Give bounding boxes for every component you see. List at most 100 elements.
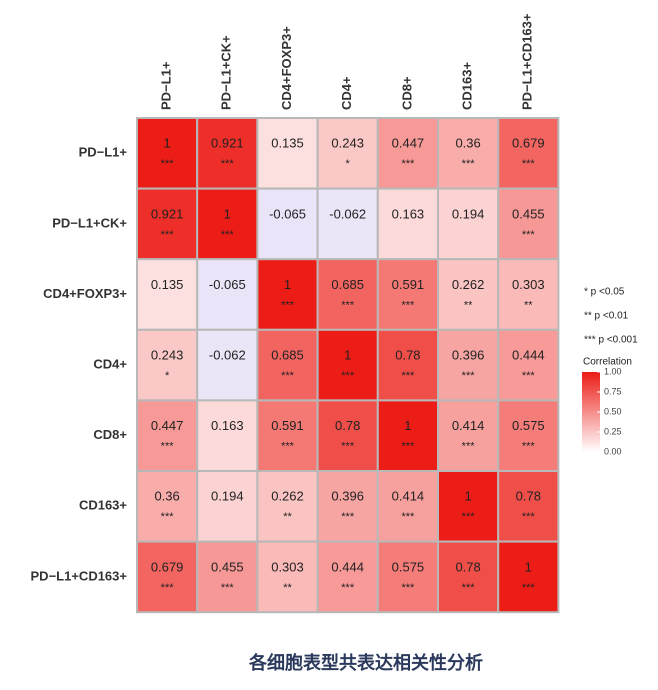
heatmap-cell [196, 187, 259, 261]
heatmap-cell [136, 540, 199, 614]
cell-value: -0.062 [329, 206, 366, 221]
cell-significance: ** [524, 299, 533, 311]
cell-significance: * [165, 370, 170, 382]
heatmap-cell [316, 470, 379, 543]
cell-value: 0.243 [331, 136, 364, 151]
heatmap-cell [136, 117, 199, 190]
cell-significance: *** [161, 158, 175, 170]
cell-significance: *** [401, 158, 415, 170]
cell-value: 0.163 [211, 418, 244, 433]
heatmap-cell [196, 117, 259, 190]
heatmap-cell [256, 470, 319, 543]
heatmap-cell [196, 470, 259, 543]
cell-significance: *** [281, 299, 295, 311]
cell-value: 0.414 [452, 418, 485, 433]
heatmap-cell [437, 258, 500, 331]
column-label: CD163+ [460, 62, 475, 110]
heatmap-cell [497, 117, 560, 190]
cell-value: 1 [525, 559, 532, 574]
row-label: PD−L1+ [79, 145, 128, 160]
cell-value: 0.575 [392, 559, 425, 574]
cell-value: 0.444 [331, 559, 364, 574]
cell-value: 0.194 [452, 206, 485, 221]
column-label: PD−L1+CD163+ [520, 13, 535, 110]
column-label: PD−L1+CK+ [219, 35, 234, 110]
heatmap-cell [256, 117, 319, 190]
row-label: CD163+ [79, 498, 127, 513]
heatmap-cell [136, 328, 199, 402]
heatmap-cell [136, 470, 199, 543]
heatmap-cell [497, 399, 560, 472]
heatmap-cell [376, 187, 439, 261]
cell-significance: *** [401, 511, 415, 523]
row-label: CD4+ [93, 357, 127, 372]
significance-legend: ** p <0.01 [584, 311, 629, 322]
cell-significance: *** [462, 441, 476, 453]
cell-significance: *** [522, 229, 536, 241]
cell-value: 0.303 [512, 277, 545, 292]
column-label: CD8+ [399, 76, 414, 110]
column-label: PD−L1+ [159, 61, 174, 110]
heatmap-cell [376, 117, 439, 190]
heatmap-cell [316, 540, 379, 614]
cell-value: 0.78 [335, 418, 360, 433]
heatmap-cell [196, 328, 259, 402]
cell-value: -0.065 [269, 206, 306, 221]
cell-significance: *** [401, 441, 415, 453]
cell-significance: *** [341, 582, 355, 594]
heatmap-cell [136, 258, 199, 331]
cell-value: 0.163 [392, 206, 425, 221]
heatmap-cell [497, 328, 560, 402]
heatmap-cell [497, 258, 560, 331]
cell-significance: *** [221, 229, 235, 241]
cell-significance: *** [341, 299, 355, 311]
heatmap-cell [316, 399, 379, 472]
significance-legend: * p <0.05 [584, 287, 625, 298]
cell-value: 0.447 [392, 136, 425, 151]
heatmap-cell [316, 117, 379, 190]
heatmap-cell [376, 258, 439, 331]
cell-significance: *** [522, 158, 536, 170]
cell-significance: *** [161, 229, 175, 241]
heatmap-cell [376, 470, 439, 543]
cell-significance: *** [281, 441, 295, 453]
cell-significance: *** [341, 370, 355, 382]
cell-significance: *** [161, 511, 175, 523]
cell-significance: *** [341, 511, 355, 523]
heatmap-cell [316, 187, 379, 261]
cell-value: 0.685 [331, 277, 364, 292]
cell-significance: ** [283, 582, 292, 594]
significance-legend: *** p <0.001 [584, 335, 638, 346]
row-label: PD−L1+CD163+ [31, 568, 128, 583]
cell-value: 0.591 [271, 418, 304, 433]
heatmap-cell [196, 258, 259, 331]
column-label: CD4+ [339, 76, 354, 110]
cell-value: 0.36 [154, 489, 179, 504]
colorbar-tick-label: 0.25 [604, 426, 622, 436]
cell-significance: *** [522, 511, 536, 523]
heatmap-cell [437, 187, 500, 261]
heatmap-cell [256, 540, 319, 614]
cell-significance: ** [464, 299, 473, 311]
cell-value: 0.135 [151, 277, 184, 292]
cell-value: 0.396 [452, 348, 485, 363]
cell-value: -0.062 [209, 348, 246, 363]
cell-significance: *** [522, 370, 536, 382]
colorbar-tick-label: 0.50 [604, 406, 622, 416]
cell-value: 0.396 [331, 489, 364, 504]
cell-value: 0.414 [392, 489, 425, 504]
row-label: PD−L1+CK+ [52, 215, 127, 230]
cell-value: 1 [163, 136, 170, 151]
heatmap-cell [437, 470, 500, 543]
cell-significance: *** [161, 582, 175, 594]
heatmap-cell [256, 399, 319, 472]
cell-value: 0.447 [151, 418, 184, 433]
heatmap-cell [256, 187, 319, 261]
cell-value: 0.679 [512, 136, 545, 151]
column-label: CD4+FOXP3+ [279, 26, 294, 110]
cell-value: 0.444 [512, 348, 545, 363]
cell-value: -0.065 [209, 277, 246, 292]
cell-value: 1 [344, 348, 351, 363]
cell-value: 1 [284, 277, 291, 292]
